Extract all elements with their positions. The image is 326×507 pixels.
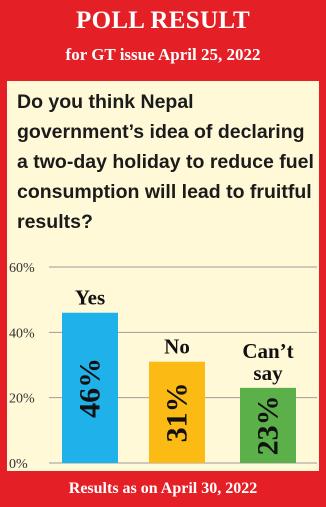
bar [62,312,118,463]
bar-value-label: 46% [74,358,107,418]
bar [240,387,296,463]
category-label: Can’t [242,339,293,363]
y-tick-label: 0% [9,457,28,471]
category-label: say [253,361,283,385]
poll-title: POLL RESULT [76,7,250,34]
poll-subtitle: for GT issue April 25, 2022 [65,45,261,64]
poll-panel: Do you think Nepal government’s idea of … [7,81,319,471]
poll-question: Do you think Nepal government’s idea of … [17,91,314,233]
bar-value-label: 23% [252,395,285,455]
bar-value-label: 31% [161,382,194,442]
poll-footer: Results as on April 30, 2022 [68,480,258,497]
bar [149,361,205,463]
poll-header: POLL RESULT for GT issue April 25, 2022 [0,0,326,78]
y-tick-label: 40% [9,326,35,341]
y-tick-label: 20% [9,392,35,407]
category-label: Yes [75,286,105,310]
category-label: No [164,335,190,359]
y-tick-label: 60% [9,261,35,276]
